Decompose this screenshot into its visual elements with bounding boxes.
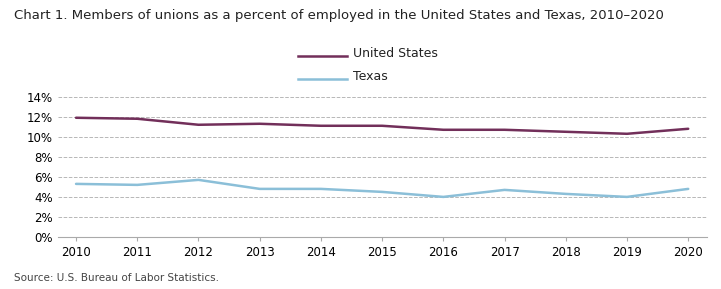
Text: Chart 1. Members of unions as a percent of employed in the United States and Tex: Chart 1. Members of unions as a percent … [14, 9, 664, 22]
Text: United States: United States [353, 47, 438, 60]
Text: Texas: Texas [353, 70, 388, 83]
Text: Source: U.S. Bureau of Labor Statistics.: Source: U.S. Bureau of Labor Statistics. [14, 273, 219, 283]
